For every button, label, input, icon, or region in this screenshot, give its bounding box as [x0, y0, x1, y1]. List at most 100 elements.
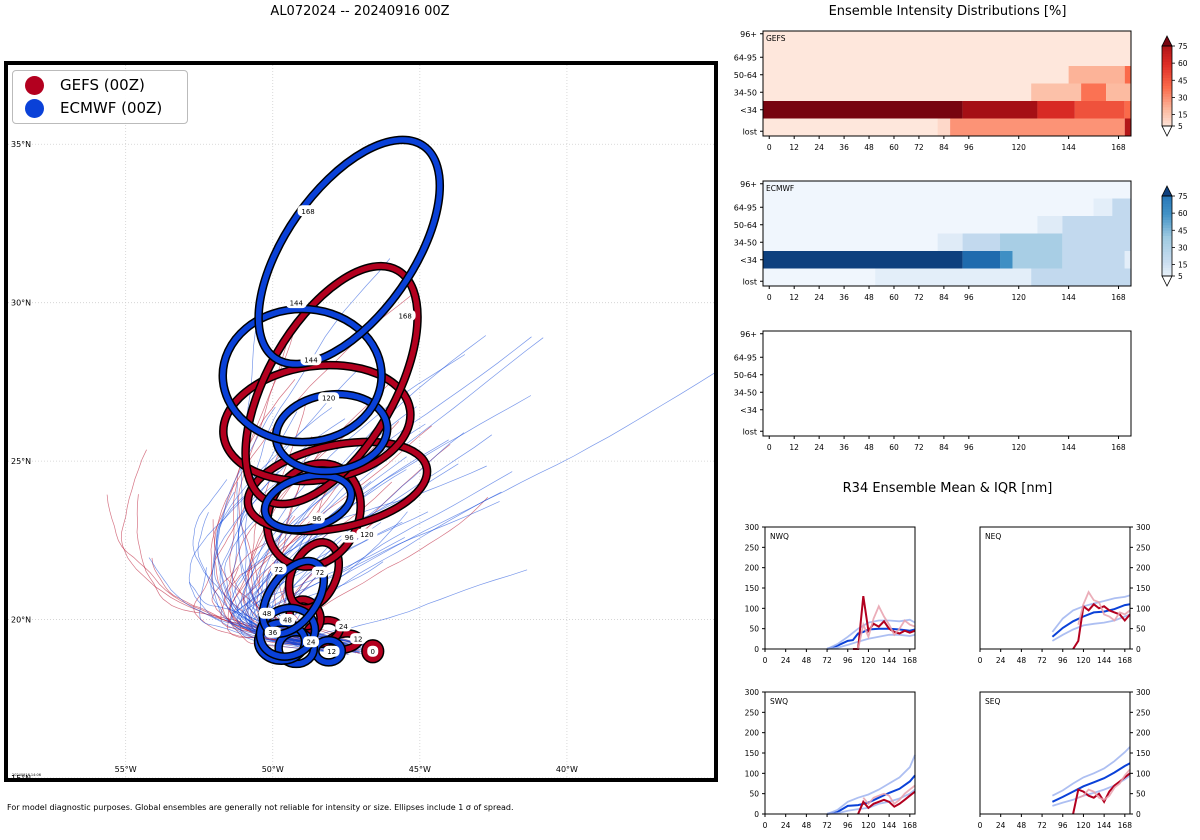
ecmwf-heatmap-xtick-label: 60: [889, 293, 899, 302]
right-panels: 96+ 64-95 50-64 34-50 <34 lost 0 12 24 36 48 60 72 84…: [734, 30, 1188, 830]
gefs-heatmap-cell: [1124, 66, 1131, 84]
empty-heatmap-xtick-label: 60: [889, 443, 899, 452]
ecmwf-colorbar-segment: [1162, 246, 1172, 250]
legend-label-gefs: GEFS (00Z): [60, 76, 145, 94]
ecmwf-colorbar-segment: [1162, 260, 1172, 264]
ecmwf-heatmap-cell: [1037, 216, 1063, 234]
map-legend: GEFS (00Z) ECMWF (00Z): [12, 70, 188, 124]
r34-swq-chart-series: [826, 754, 916, 815]
ecmwf-heatmap-row-label: 34-50: [734, 238, 757, 247]
r34-nwq-chart-xtick-label: 120: [861, 656, 876, 665]
ecmwf-heatmap-cell: [1012, 251, 1063, 269]
r34-seq-chart-ytick-label: 200: [1136, 729, 1151, 738]
r34-seq-chart-ytick-label: 250: [1136, 708, 1151, 717]
gefs-colorbar-extend-bottom: [1161, 125, 1173, 137]
gefs-heatmap-row-label: 96+: [740, 30, 757, 39]
gefs-colorbar: 75 60 45 30 15 5: [1161, 35, 1188, 137]
gefs-colorbar-segment: [1162, 86, 1172, 90]
gefs-colorbar-segment: [1162, 75, 1172, 79]
r34-swq-chart-ytick-label: 200: [745, 729, 760, 738]
r34-nwq-chart-ytick-label: 150: [745, 584, 760, 593]
legend-item-gefs: GEFS (00Z): [25, 73, 145, 97]
r34-neq-chart-frame: [979, 526, 1131, 650]
ecmwf-hour-label-bg: [308, 512, 325, 524]
ecmwf-heatmap-xtick-label: 120: [1012, 293, 1027, 302]
gefs-hour-label: 96: [341, 531, 358, 543]
ecmwf-heatmap-cell: [875, 268, 1032, 286]
ecmwf-colorbar-segment: [1162, 196, 1172, 200]
r34-swq-chart-ytick-label: 100: [745, 769, 760, 778]
empty-heatmap-xtick-label: 120: [1012, 443, 1027, 452]
gefs-colorbar-extend-top: [1161, 35, 1173, 47]
gefs-heatmap-cell: [937, 118, 951, 136]
ecmwf-colorbar-segment: [1162, 241, 1172, 245]
r34-nwq-chart-series: [826, 633, 916, 650]
gefs-hour-label: 12: [350, 633, 367, 645]
ecmwf-colorbar-segment: [1162, 268, 1172, 272]
r34-seq-chart-ytick-label: 50: [1136, 790, 1146, 799]
ecmwf-hour-label: 12: [323, 645, 340, 657]
map-lat-tick: 15°N: [11, 774, 31, 778]
gefs-hour-label-text: 120: [360, 531, 373, 539]
gefs-heatmap-frame: [762, 30, 1132, 137]
empty-heatmap-xtick-label: 84: [939, 443, 949, 452]
r34-seq-chart-xtick-label: 120: [1076, 821, 1091, 830]
ecmwf-hour-label-bg: [270, 563, 287, 575]
empty-heatmap-background: [763, 331, 1131, 436]
r34-nwq-chart-ytick-label: 50: [749, 625, 759, 634]
track-map-panel: 55°W 50°W 45°W 40°W 35°N 30°N 25°N 20°N 15°N2024…: [4, 61, 718, 782]
track-map: 55°W 50°W 45°W 40°W 35°N 30°N 25°N 20°N 15°N2024…: [8, 65, 714, 778]
gefs-heatmap-xtick-label: 120: [1012, 143, 1027, 152]
gefs-heatmap-xtick-label: 72: [914, 143, 924, 152]
ecmwf-colorbar-segment: [1162, 238, 1172, 242]
gefs-heatmap-xtick-label: 0: [767, 143, 772, 152]
gefs-colorbar-tick-label: 5: [1178, 122, 1183, 131]
gefs-colorbar-segment: [1162, 112, 1172, 116]
ecmwf-colorbar-segment: [1162, 254, 1172, 258]
r34-neq-chart-ytick-label: 250: [1136, 543, 1151, 552]
empty-heatmap-xtick-label: 72: [914, 443, 924, 452]
footnote: For model diagnostic purposes. Global en…: [7, 803, 514, 812]
r34-seq-chart-xtick-label: 96: [1058, 821, 1068, 830]
r34-neq-chart: 0 50 100 150 200 250 300 0 24 48 72 96 120 144 168 NEQ: [978, 523, 1151, 665]
gefs-hour-label-text: 72: [315, 569, 324, 577]
r34-swq-chart-ytick-label: 300: [745, 688, 760, 697]
ecmwf-colorbar-tick-label: 5: [1178, 272, 1183, 281]
r34-swq-chart-xtick-label: 144: [882, 821, 897, 830]
ecmwf-heatmap-cell: [962, 251, 1001, 269]
r34-neq-chart-series: [1077, 590, 1131, 625]
ecmwf-hour-label-bg: [323, 645, 340, 657]
ecmwf-heatmap-cell: [763, 251, 963, 269]
gefs-heatmap-cell: [1106, 83, 1131, 101]
r34-seq-chart-label: SEQ: [985, 697, 1000, 706]
legend-label-ecmwf: ECMWF (00Z): [60, 99, 163, 117]
gefs-ellipse: [245, 439, 430, 534]
r34-neq-chart-xtick-label: 0: [978, 656, 983, 665]
ecmwf-heatmap-xtick-label: 72: [914, 293, 924, 302]
ensemble-track: [243, 354, 466, 645]
empty-heatmap-xtick-label: 96: [964, 443, 974, 452]
gefs-heatmap-xtick-label: 96: [964, 143, 974, 152]
ecmwf-colorbar-segment: [1162, 214, 1172, 218]
ecmwf-colorbar-segment: [1162, 212, 1172, 216]
ecmwf-heatmap-xtick-label: 0: [767, 293, 772, 302]
gefs-heatmap-cell: [763, 101, 963, 119]
ecmwf-heatmap-cell: [1062, 216, 1131, 234]
ecmwf-colorbar-segment: [1162, 201, 1172, 205]
gefs-heatmap-xtick-label: 12: [789, 143, 799, 152]
ecmwf-colorbar-segment: [1162, 257, 1172, 261]
ecmwf-heatmap-xtick-label: 84: [939, 293, 949, 302]
map-lon-tick: 55°W: [115, 765, 137, 774]
r34-swq-chart-xtick-label: 96: [843, 821, 853, 830]
gefs-heatmap-xtick-label: 48: [864, 143, 874, 152]
ecmwf-hour-label: 96: [308, 512, 325, 524]
r34-seq-chart-xtick-label: 168: [1118, 821, 1133, 830]
ecmwf-hour-label: 36: [264, 626, 281, 638]
gefs-colorbar-segment: [1162, 83, 1172, 87]
gefs-heatmap-row-label: 64-95: [734, 53, 757, 62]
ecmwf-colorbar-segment: [1162, 249, 1172, 253]
gefs-heatmap-cell: [1081, 83, 1107, 101]
map-lat-tick: 30°N: [11, 299, 31, 308]
gefs-colorbar-segment: [1162, 78, 1172, 82]
ecmwf-colorbar-segment: [1162, 233, 1172, 237]
